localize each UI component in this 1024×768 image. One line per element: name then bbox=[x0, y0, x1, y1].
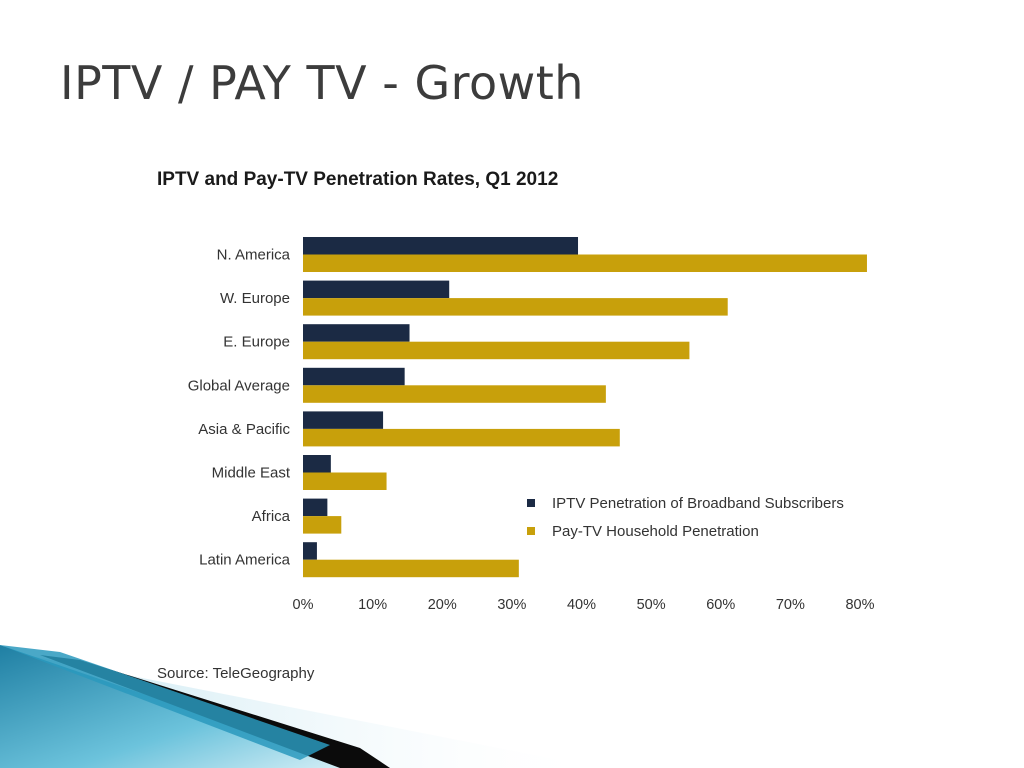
source-note: Source: TeleGeography bbox=[157, 665, 315, 682]
category-label: Latin America bbox=[199, 552, 291, 569]
x-tick-label: 70% bbox=[776, 597, 805, 613]
bar-iptv bbox=[303, 498, 328, 517]
x-tick-label: 10% bbox=[358, 597, 387, 613]
bar-iptv bbox=[303, 455, 331, 473]
slide-title: IPTV / PAY TV - Growth bbox=[60, 56, 584, 110]
chart-title: IPTV and Pay-TV Penetration Rates, Q1 20… bbox=[157, 169, 559, 190]
x-tick-label: 0% bbox=[293, 597, 314, 613]
bar-paytv bbox=[303, 559, 519, 578]
bar-paytv bbox=[303, 472, 387, 490]
category-label: N. America bbox=[217, 247, 291, 264]
legend-label-paytv: Pay-TV Household Penetration bbox=[552, 522, 759, 540]
bar-iptv bbox=[303, 411, 384, 429]
bar-iptv bbox=[303, 280, 450, 299]
x-tick-label: 40% bbox=[567, 597, 596, 613]
legend-label-iptv: IPTV Penetration of Broadband Subscriber… bbox=[552, 494, 844, 512]
bar-paytv bbox=[303, 385, 606, 403]
category-label: Asia & Pacific bbox=[198, 421, 290, 438]
category-label: W. Europe bbox=[220, 290, 290, 307]
legend-item-iptv: IPTV Penetration of Broadband Subscriber… bbox=[527, 489, 844, 517]
bar-iptv bbox=[303, 324, 410, 342]
x-tick-label: 80% bbox=[845, 597, 874, 613]
bar-paytv bbox=[303, 428, 620, 447]
bar-iptv bbox=[303, 542, 317, 560]
category-label: Middle East bbox=[212, 465, 291, 482]
legend-item-paytv: Pay-TV Household Penetration bbox=[527, 517, 844, 545]
bar-paytv bbox=[303, 516, 342, 534]
x-tick-label: 60% bbox=[706, 597, 735, 613]
bar-iptv bbox=[303, 367, 405, 386]
legend-swatch-iptv bbox=[527, 499, 535, 507]
x-tick-label: 20% bbox=[428, 597, 457, 613]
bar-iptv bbox=[303, 237, 579, 255]
x-tick-label: 50% bbox=[637, 597, 666, 613]
category-label: E. Europe bbox=[223, 334, 290, 351]
bar-paytv bbox=[303, 298, 728, 316]
category-label: Africa bbox=[252, 508, 291, 525]
legend-swatch-paytv bbox=[527, 527, 535, 535]
bar-paytv bbox=[303, 254, 867, 272]
chart-legend: IPTV Penetration of Broadband Subscriber… bbox=[527, 489, 844, 545]
bar-paytv bbox=[303, 341, 690, 360]
x-tick-label: 30% bbox=[497, 597, 526, 613]
category-label: Global Average bbox=[188, 377, 290, 394]
